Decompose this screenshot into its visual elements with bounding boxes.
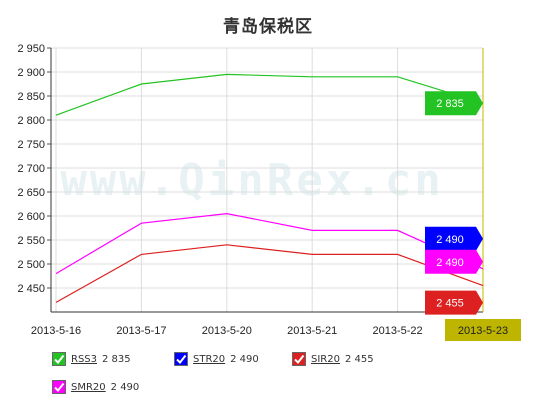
value-flag-label: 2 835	[436, 98, 464, 110]
legend-item-rss3[interactable]: RSS3 2 835	[52, 351, 131, 367]
value-flag-sir20	[425, 290, 483, 315]
y-tick-label: 2 650	[17, 187, 45, 199]
y-tick-label: 2 800	[17, 115, 45, 127]
series-line-sir20	[55, 244, 484, 303]
x-tick-label: 2013-5-17	[116, 325, 166, 337]
x-tick-label: 2013-5-20	[202, 325, 252, 337]
legend-item-sir20[interactable]: SIR20 2 455	[292, 351, 374, 367]
y-tick-label: 2 550	[17, 235, 45, 247]
y-tick-label: 2 700	[17, 163, 45, 175]
legend-series-value: 2 835	[102, 353, 131, 365]
chart-title: 青岛保税区	[223, 17, 313, 37]
value-flag-str20	[425, 226, 483, 251]
y-tick-label: 2 450	[17, 283, 45, 295]
legend-item-str20[interactable]: STR20 2 490	[174, 351, 259, 367]
x-tick-label: 2013-5-16	[31, 325, 81, 337]
checkbox-checked-icon[interactable]	[52, 352, 66, 366]
series-line-rss3	[55, 73, 484, 116]
x-tick-label-highlighted: 2013-5-23	[458, 325, 508, 337]
y-tick-label: 2 500	[17, 259, 45, 271]
legend-series-name: RSS3	[71, 353, 98, 365]
checkbox-checked-icon[interactable]	[292, 352, 306, 366]
value-flag-rss3	[425, 91, 483, 116]
legend-series-name: SMR20	[71, 381, 106, 393]
legend-series-name: SIR20	[311, 353, 340, 365]
checkbox-checked-icon[interactable]	[52, 380, 66, 394]
x-tick-label: 2013-5-21	[287, 325, 337, 337]
value-flag-label: 2 455	[436, 298, 464, 310]
y-tick-label: 2 900	[17, 67, 45, 79]
legend-series-value: 2 490	[110, 381, 140, 393]
y-tick-label: 2 950	[17, 43, 45, 55]
watermark-text: www.QinRex.cn	[60, 155, 443, 206]
legend-series-value: 2 490	[230, 353, 259, 365]
value-flag-smr20	[425, 249, 483, 274]
series-line-smr20	[55, 212, 484, 275]
legend-series-value: 2 455	[344, 353, 374, 365]
y-tick-label: 2 750	[17, 139, 45, 151]
value-flag-label: 2 490	[436, 257, 464, 269]
checkbox-checked-icon[interactable]	[174, 352, 188, 366]
x-tick-label: 2013-5-22	[373, 325, 423, 337]
value-flag-label: 2 490	[436, 234, 464, 246]
highlight-date-box	[445, 319, 521, 341]
legend-series-name: STR20	[193, 353, 226, 365]
y-tick-label: 2 600	[17, 211, 45, 223]
legend-item-smr20[interactable]: SMR20 2 490	[52, 379, 139, 395]
y-tick-label: 2 850	[17, 91, 45, 103]
